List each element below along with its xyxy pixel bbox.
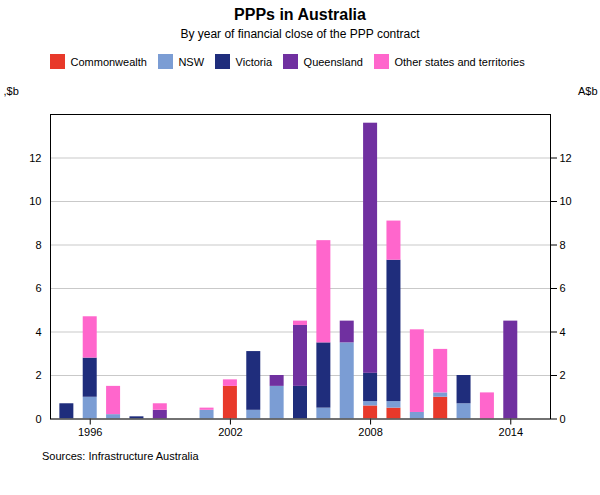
svg-text:6: 6 [35, 282, 41, 294]
svg-text:A$b: A$b [578, 85, 598, 97]
svg-text:10: 10 [29, 195, 41, 207]
svg-text:,$b: ,$b [4, 85, 19, 97]
html-text:Other states and territories: Other states and territories [394, 55, 525, 68]
svg-text:2014: 2014 [499, 425, 523, 437]
svg-text:2: 2 [560, 369, 566, 381]
svg-text:12: 12 [560, 151, 572, 163]
svg-text:0: 0 [35, 412, 41, 424]
svg-text:8: 8 [35, 238, 41, 250]
svg-text:4: 4 [35, 325, 41, 337]
html-text:PPPs in Australia: PPPs in Australia [234, 6, 366, 23]
svg-text:8: 8 [560, 238, 566, 250]
svg-text:4: 4 [560, 325, 566, 337]
svg-text:2: 2 [35, 369, 41, 381]
svg-text:10: 10 [560, 195, 572, 207]
svg-text:2008: 2008 [358, 425, 382, 437]
svg-text:0: 0 [560, 412, 566, 424]
html-text:By year of financial close of: By year of financial close of the PPP co… [180, 27, 420, 41]
html-text:Victoria: Victoria [235, 55, 273, 68]
svg-text:1996: 1996 [78, 425, 102, 437]
svg-text:6: 6 [560, 282, 566, 294]
html-text:Queensland: Queensland [303, 55, 363, 68]
html-text:NSW: NSW [178, 55, 205, 68]
html-text:Sources: Infrastructure Austra: Sources: Infrastructure Australia [42, 450, 199, 462]
svg-text:2002: 2002 [218, 425, 242, 437]
svg-text:12: 12 [29, 151, 41, 163]
html-text:Commonwealth: Commonwealth [70, 55, 147, 68]
